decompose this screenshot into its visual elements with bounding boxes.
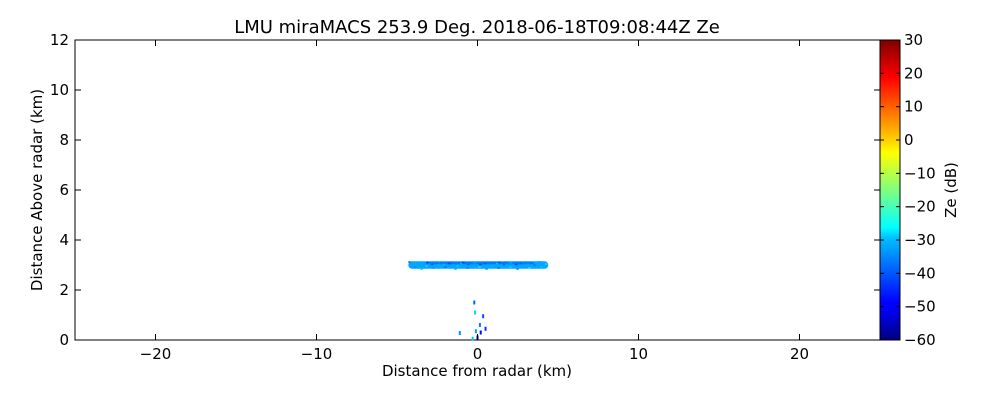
echo-point xyxy=(478,323,481,327)
colorbar-tick-label: 30 xyxy=(904,31,923,49)
layer-speckle xyxy=(495,262,499,265)
layer-speckle xyxy=(454,263,458,266)
data-layer xyxy=(408,261,549,341)
layer-speckle xyxy=(485,268,488,270)
echo-point xyxy=(479,330,482,335)
y-axis-label: Distance Above radar (km) xyxy=(28,89,46,291)
y-tick-label: 6 xyxy=(59,181,69,199)
colorbar-tick-label: 0 xyxy=(904,131,914,149)
y-tick-label: 4 xyxy=(59,231,69,249)
layer-speckle xyxy=(485,261,489,264)
layer-speckle xyxy=(413,266,416,268)
echo-point xyxy=(458,331,461,335)
echo-point xyxy=(484,326,487,331)
y-tick-label: 8 xyxy=(59,131,69,149)
layer-speckle xyxy=(507,262,511,265)
layer-speckle xyxy=(449,261,453,264)
echo-point xyxy=(482,314,485,319)
colorbar-tick-label: −40 xyxy=(904,264,936,282)
x-axis: −20 −10 0 10 20 xyxy=(140,40,809,363)
layer-speckle xyxy=(444,266,447,268)
x-axis-label: Distance from radar (km) xyxy=(382,362,572,380)
layer-speckle xyxy=(468,264,471,266)
y-tick-label: 12 xyxy=(50,31,69,49)
layer-speckle xyxy=(466,267,469,269)
layer-speckle xyxy=(490,265,493,267)
layer-speckle xyxy=(408,261,411,263)
layer-speckle xyxy=(514,263,518,266)
layer-speckle xyxy=(437,261,441,264)
y-tick-label: 10 xyxy=(50,81,69,99)
layer-speckle xyxy=(526,263,530,266)
layer-speckle xyxy=(528,267,531,269)
layer-speckle xyxy=(497,261,501,264)
x-tick-label: 0 xyxy=(473,345,483,363)
layer-speckle xyxy=(545,263,548,265)
layer-speckle xyxy=(437,264,440,266)
colorbar-ticks: −60 −50 −40 −30 −20 −10 0 10 20 30 xyxy=(880,31,936,349)
layer-speckle xyxy=(490,263,494,266)
layer-speckle xyxy=(471,262,475,265)
layer-speckle xyxy=(483,262,487,265)
layer-speckle xyxy=(478,266,481,268)
layer-speckle xyxy=(418,263,421,265)
colorbar-gradient xyxy=(879,39,901,341)
layer-speckle xyxy=(435,262,439,265)
layer-speckle xyxy=(478,263,482,266)
echo-point xyxy=(474,310,477,315)
layer-speckle xyxy=(509,261,513,264)
colorbar-tick-label: −20 xyxy=(904,198,936,216)
colorbar-tick-label: 20 xyxy=(904,64,923,82)
echo-point xyxy=(474,329,477,334)
layer-speckle xyxy=(432,267,435,269)
layer-speckle xyxy=(473,261,477,264)
layer-speckle xyxy=(454,268,457,270)
layer-speckle xyxy=(466,263,470,266)
x-tick-label: −20 xyxy=(140,345,172,363)
cloud-layer xyxy=(425,261,534,265)
layer-speckle xyxy=(461,261,465,264)
layer-speckle xyxy=(502,263,506,266)
colorbar-label: Ze (dB) xyxy=(942,162,960,218)
layer-speckle xyxy=(420,268,423,270)
echo-point xyxy=(471,336,474,341)
colorbar-tick-label: −60 xyxy=(904,331,936,349)
layer-speckle xyxy=(430,263,434,266)
layer-speckle xyxy=(442,263,446,266)
plot-frame xyxy=(74,39,881,341)
colorbar-tick-label: −30 xyxy=(904,231,936,249)
colorbar: −60 −50 −40 −30 −20 −10 0 10 20 30 Ze (dB) xyxy=(879,31,960,349)
layer-speckle xyxy=(497,267,500,269)
chart-title: LMU miraMACS 253.9 Deg. 2018-06-18T09:08… xyxy=(234,17,720,38)
layer-speckle xyxy=(540,266,543,268)
layer-speckle xyxy=(425,265,428,267)
layer-speckle xyxy=(533,264,536,266)
colorbar-tick-label: −50 xyxy=(904,298,936,316)
layer-speckle xyxy=(519,262,523,265)
plot-area xyxy=(74,39,881,341)
layer-speckle xyxy=(425,261,429,264)
x-tick-label: 20 xyxy=(790,345,809,363)
layer-speckle xyxy=(509,266,512,268)
echo-point xyxy=(473,300,476,305)
x-tick-label: −10 xyxy=(301,345,333,363)
y-tick-label: 2 xyxy=(59,281,69,299)
layer-speckle xyxy=(521,261,525,264)
y-tick-label: 0 xyxy=(59,331,69,349)
layer-speckle xyxy=(459,262,463,265)
layer-speckle xyxy=(447,262,451,265)
layer-speckle xyxy=(538,261,541,263)
layer-speckle xyxy=(521,265,524,267)
layer-speckle xyxy=(456,265,459,267)
layer-speckle xyxy=(516,268,519,270)
x-tick-label: 10 xyxy=(629,345,648,363)
y-axis: 0 2 4 6 8 10 12 xyxy=(50,31,880,349)
colorbar-tick-label: 10 xyxy=(904,98,923,116)
colorbar-tick-label: −10 xyxy=(904,164,936,182)
